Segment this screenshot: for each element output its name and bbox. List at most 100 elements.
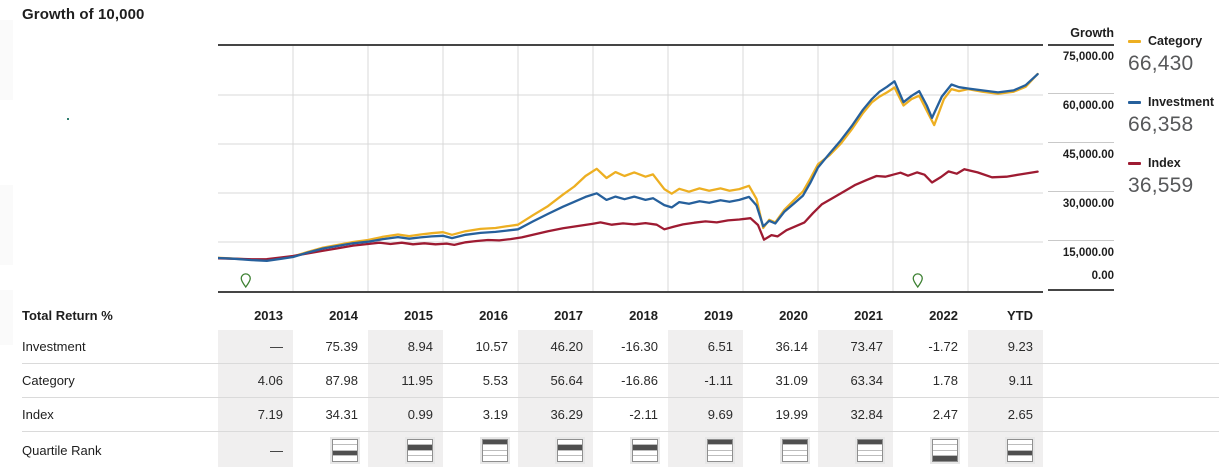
legend-entry-investment[interactable]: Investment 66,358 bbox=[1128, 95, 1219, 137]
quartile-band bbox=[408, 439, 432, 444]
y-axis-tick-label: 75,000.00 bbox=[1062, 51, 1114, 63]
quartile-band bbox=[633, 439, 657, 444]
return-value: -1.11 bbox=[668, 364, 743, 397]
quartile-cell bbox=[518, 432, 593, 467]
column-header-2018: 2018 bbox=[629, 307, 658, 323]
growth-chart-svg[interactable] bbox=[218, 46, 1043, 291]
quartile-band-active bbox=[858, 439, 882, 444]
return-value: 73.47 bbox=[818, 330, 893, 363]
quartile-band bbox=[933, 449, 957, 455]
return-value: 9.69 bbox=[668, 398, 743, 431]
row-label-index: Index bbox=[22, 407, 54, 422]
column-header-YTD: YTD bbox=[1007, 307, 1033, 323]
left-edge-artifact bbox=[0, 185, 13, 265]
return-value: 46.20 bbox=[518, 330, 593, 363]
quartile-rank-icon-q2[interactable] bbox=[630, 436, 660, 464]
return-value: -16.30 bbox=[621, 339, 658, 354]
quartile-cell bbox=[743, 432, 818, 467]
quartile-rank-icon-q3[interactable] bbox=[330, 436, 360, 464]
quartile-band bbox=[408, 455, 432, 461]
column-header-2013: 2013 bbox=[254, 307, 283, 323]
return-value: 56.64 bbox=[518, 364, 593, 397]
y-axis-tick-line bbox=[1048, 44, 1114, 46]
y-axis-tick-label: 60,000.00 bbox=[1062, 100, 1114, 112]
quartile-rank-icon-q2[interactable] bbox=[555, 436, 585, 464]
y-axis-tick-line bbox=[1048, 142, 1114, 143]
return-value: 0.99 bbox=[368, 398, 443, 431]
returns-table: Total Return % 2013 2014 2015 2016 2017 2018 20… bbox=[0, 300, 1219, 467]
return-value: -1.72 bbox=[928, 339, 958, 354]
legend-entry-index[interactable]: Index 36,559 bbox=[1128, 156, 1219, 198]
return-value: 1.78 bbox=[932, 373, 958, 388]
quartile-band bbox=[783, 449, 807, 455]
legend-swatch-category bbox=[1128, 39, 1141, 43]
quartile-rank-icon-q1[interactable] bbox=[480, 436, 510, 464]
return-value: 87.98 bbox=[325, 373, 358, 388]
return-value: 19.99 bbox=[775, 407, 808, 422]
quartile-band bbox=[783, 455, 807, 461]
quartile-band bbox=[858, 455, 882, 461]
return-value: 6.51 bbox=[668, 330, 743, 363]
column-header-2016: 2016 bbox=[479, 307, 508, 323]
y-axis-tick-label: 15,000.00 bbox=[1062, 247, 1114, 259]
return-value: 2.65 bbox=[968, 398, 1043, 431]
quartile-band bbox=[858, 444, 882, 450]
quartile-cell bbox=[593, 432, 668, 467]
return-value: 34.31 bbox=[325, 407, 358, 422]
quartile-band bbox=[1008, 439, 1032, 444]
stray-pixel-artifact bbox=[67, 118, 69, 120]
quartile-rank-icon-q4[interactable] bbox=[930, 436, 960, 464]
quartile-band bbox=[708, 444, 732, 450]
series-line-index bbox=[218, 168, 1039, 261]
quartile-band bbox=[1008, 444, 1032, 450]
quartile-rank-icon-q1[interactable] bbox=[855, 436, 885, 464]
quartile-cell bbox=[443, 432, 518, 467]
quartile-band-active bbox=[783, 439, 807, 444]
return-value: 2.47 bbox=[932, 407, 958, 422]
y-axis-tick-label: 0.00 bbox=[1091, 270, 1114, 282]
growth-chart[interactable] bbox=[218, 44, 1043, 293]
column-header-2021: 2021 bbox=[854, 307, 883, 323]
legend-entry-category[interactable]: Category 66,430 bbox=[1128, 34, 1219, 76]
column-header-2015: 2015 bbox=[404, 307, 433, 323]
quartile-band-active bbox=[933, 455, 957, 461]
quartile-rank-icon-q1[interactable] bbox=[705, 436, 735, 464]
event-marker-pin[interactable] bbox=[912, 273, 923, 289]
return-value: 4.06 bbox=[218, 364, 293, 397]
return-value: -16.86 bbox=[621, 373, 658, 388]
table-row: Total Return % 2013 2014 2015 2016 2017 2018 20… bbox=[22, 300, 1219, 330]
quartile-band bbox=[783, 444, 807, 450]
quartile-band bbox=[333, 455, 357, 461]
column-header-2022: 2022 bbox=[929, 307, 958, 323]
quartile-rank-icon-q3[interactable] bbox=[1005, 436, 1035, 464]
return-value: 11.95 bbox=[368, 364, 443, 397]
quartile-cell: — bbox=[218, 432, 293, 467]
return-value: — bbox=[218, 330, 293, 363]
y-axis-tick-line bbox=[1048, 93, 1114, 94]
return-value: 8.94 bbox=[368, 330, 443, 363]
y-axis-tick-label: 30,000.00 bbox=[1062, 198, 1114, 210]
quartile-rank-icon-q2[interactable] bbox=[405, 436, 435, 464]
series-line-category bbox=[218, 72, 1039, 262]
quartile-band bbox=[333, 444, 357, 450]
legend-label: Category bbox=[1148, 34, 1203, 48]
table-row: Index 7.19 34.31 0.99 3.19 36.29 -2.11 9.69 19.9… bbox=[22, 398, 1219, 432]
return-value: 63.34 bbox=[818, 364, 893, 397]
quartile-rank-icon-q1[interactable] bbox=[780, 436, 810, 464]
table-row: Investment — 75.39 8.94 10.57 46.20 -16.30 6.51… bbox=[22, 330, 1219, 364]
quartile-band bbox=[558, 449, 582, 455]
quartile-band-active bbox=[333, 449, 357, 455]
y-axis-tick-line bbox=[1048, 240, 1114, 241]
quartile-band bbox=[708, 449, 732, 455]
quartile-band bbox=[708, 455, 732, 461]
return-value: 9.11 bbox=[968, 364, 1043, 397]
y-axis-tick-label: 45,000.00 bbox=[1062, 149, 1114, 161]
quartile-band bbox=[933, 444, 957, 450]
event-marker-pin[interactable] bbox=[240, 273, 251, 289]
column-header-2017: 2017 bbox=[554, 307, 583, 323]
return-value: -2.11 bbox=[629, 407, 658, 422]
return-value: 75.39 bbox=[325, 339, 358, 354]
quartile-band bbox=[633, 449, 657, 455]
column-header-2019: 2019 bbox=[704, 307, 733, 323]
